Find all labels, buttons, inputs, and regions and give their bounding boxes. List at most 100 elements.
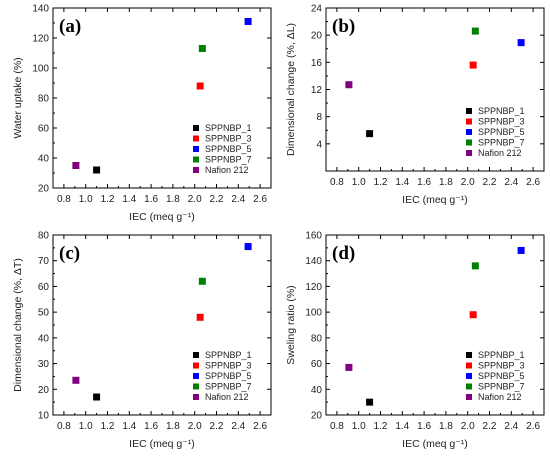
legend-marker	[193, 373, 199, 379]
legend-marker	[466, 394, 472, 400]
y-tick-label: 24	[311, 4, 323, 15]
y-axis-label: Dimensional change (%, ΔL)	[285, 23, 297, 156]
legend-marker	[193, 167, 199, 173]
legend-marker	[466, 362, 472, 369]
data-point-sppnbp_1	[93, 393, 101, 401]
x-tick-label: 2.2	[483, 177, 497, 188]
data-point-sppnbp_3	[469, 61, 477, 69]
y-tick-label: 60	[311, 359, 323, 370]
x-tick-label: 1.4	[395, 421, 409, 432]
y-axis-label: Sweling ratio (%)	[285, 285, 297, 364]
y-tick-label: 10	[38, 411, 50, 422]
x-tick-label: 2.6	[253, 194, 267, 205]
legend-entry: SPPNBP_3	[478, 117, 525, 127]
y-tick-label: 120	[32, 34, 49, 45]
x-tick-label: 2.0	[188, 194, 202, 205]
y-tick-label: 8	[316, 112, 322, 123]
data-point-sppnbp_1	[366, 398, 374, 406]
y-tick-label: 16	[311, 58, 323, 69]
legend-marker	[466, 108, 472, 114]
panel-label: (c)	[59, 243, 80, 264]
x-tick-label: 2.4	[504, 177, 518, 188]
data-point-nafion-212	[345, 363, 353, 371]
x-tick-label: 2.4	[504, 421, 518, 432]
x-tick-label: 0.8	[57, 421, 71, 432]
legend-marker	[466, 383, 472, 390]
y-tick-label: 40	[311, 385, 323, 396]
y-tick-label: 20	[38, 385, 50, 396]
x-tick-label: 0.8	[57, 194, 71, 205]
y-tick-label: 140	[32, 4, 49, 15]
x-tick-label: 1.0	[79, 421, 93, 432]
panel-label: (a)	[59, 16, 81, 37]
chart-panel-1: 0.8 1.0 1.2 1.4 1.6 1.8 2.0 2.2 2.4 2.6 20 40 60 80 10…	[12, 4, 272, 223]
y-tick-label: 50	[38, 308, 50, 319]
x-tick-label: 0.8	[330, 421, 344, 432]
legend-entry: Nafion 212	[205, 392, 249, 402]
x-tick-label: 2.0	[461, 177, 475, 188]
y-tick-label: 80	[38, 94, 50, 105]
y-tick-label: 30	[38, 359, 50, 370]
chart-panel-4: 0.8 1.0 1.2 1.4 1.6 1.8 2.0 2.2 2.4 2.6 20 40 60 80 10…	[285, 231, 545, 450]
legend-marker	[193, 383, 199, 390]
legend-entry: SPPNBP_7	[478, 382, 525, 392]
data-point-sppnbp_3	[196, 313, 204, 321]
x-tick-label: 2.0	[188, 421, 202, 432]
chart-panel-3: 0.8 1.0 1.2 1.4 1.6 1.8 2.0 2.2 2.4 2.6 10 20 30 40 50…	[12, 231, 272, 450]
legend-marker	[466, 150, 472, 156]
panel-label: (b)	[332, 16, 355, 37]
x-tick-label: 1.4	[122, 194, 136, 205]
legend-marker	[193, 394, 199, 400]
legend-entry: SPPNBP_1	[205, 123, 252, 133]
y-axis-label: Water uptake (%)	[12, 57, 24, 138]
x-tick-label: 2.2	[210, 421, 224, 432]
data-point-sppnbp_7	[198, 277, 206, 285]
x-axis-label: IEC (meq g⁻¹)	[402, 438, 468, 450]
y-tick-label: 40	[38, 154, 50, 165]
x-tick-label: 2.0	[461, 421, 475, 432]
y-tick-label: 70	[38, 256, 50, 267]
x-tick-label: 1.4	[395, 177, 409, 188]
x-tick-label: 2.6	[526, 421, 540, 432]
data-point-sppnbp_7	[198, 45, 206, 52]
data-point-sppnbp_1	[366, 130, 374, 138]
data-point-sppnbp_7	[471, 27, 479, 35]
x-tick-label: 1.8	[166, 194, 180, 205]
y-tick-label: 40	[38, 333, 50, 344]
x-tick-label: 2.6	[526, 177, 540, 188]
legend-entry: SPPNBP_5	[478, 127, 525, 137]
legend-marker	[193, 125, 199, 131]
legend-entry: SPPNBP_3	[205, 361, 252, 371]
y-tick-label: 60	[38, 124, 50, 135]
y-tick-label: 20	[38, 184, 50, 195]
data-point-sppnbp_1	[93, 166, 101, 174]
data-point-nafion-212	[72, 376, 80, 384]
data-point-sppnbp_5	[517, 39, 525, 47]
x-axis-label: IEC (meq g⁻¹)	[402, 194, 468, 206]
legend-entry: SPPNBP_3	[205, 134, 252, 144]
y-tick-label: 12	[311, 85, 323, 96]
y-tick-label: 160	[305, 231, 322, 242]
legend-entry: SPPNBP_7	[205, 155, 252, 165]
legend-entry: Nafion 212	[478, 148, 522, 158]
legend-marker	[193, 352, 199, 358]
data-point-sppnbp_5	[517, 246, 525, 254]
legend-entry: SPPNBP_1	[478, 350, 525, 360]
x-tick-label: 1.2	[101, 421, 115, 432]
x-tick-label: 2.4	[231, 194, 245, 205]
x-tick-label: 1.8	[166, 421, 180, 432]
x-axis-label: IEC (meq g⁻¹)	[129, 438, 195, 450]
y-tick-label: 80	[311, 333, 323, 344]
x-tick-label: 1.8	[439, 421, 453, 432]
x-tick-label: 2.2	[483, 421, 497, 432]
x-tick-label: 1.4	[122, 421, 136, 432]
x-tick-label: 1.6	[144, 194, 158, 205]
legend-marker	[193, 156, 199, 163]
y-tick-label: 120	[305, 282, 322, 293]
chart-panel-2: 0.8 1.0 1.2 1.4 1.6 1.8 2.0 2.2 2.4 2.6 4 8 12 16 20 24…	[285, 4, 545, 206]
x-tick-label: 1.0	[352, 177, 366, 188]
legend-marker	[466, 118, 472, 125]
legend-marker	[466, 352, 472, 358]
x-tick-label: 2.6	[253, 421, 267, 432]
